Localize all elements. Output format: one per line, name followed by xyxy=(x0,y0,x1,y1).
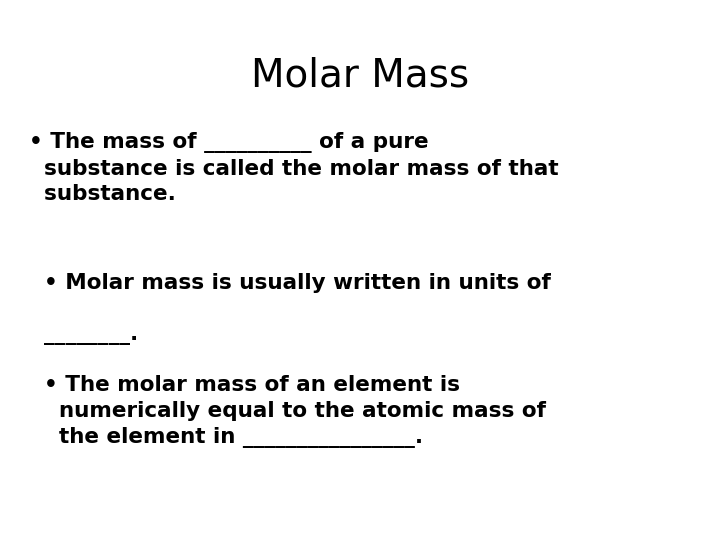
Text: • The molar mass of an element is
    numerically equal to the atomic mass of
  : • The molar mass of an element is numeri… xyxy=(29,375,546,448)
Text: Molar Mass: Molar Mass xyxy=(251,57,469,94)
Text: • The mass of __________ of a pure
  substance is called the molar mass of that
: • The mass of __________ of a pure subst… xyxy=(29,132,559,205)
Text: • Molar mass is usually written in units of

  ________.: • Molar mass is usually written in units… xyxy=(29,273,551,345)
